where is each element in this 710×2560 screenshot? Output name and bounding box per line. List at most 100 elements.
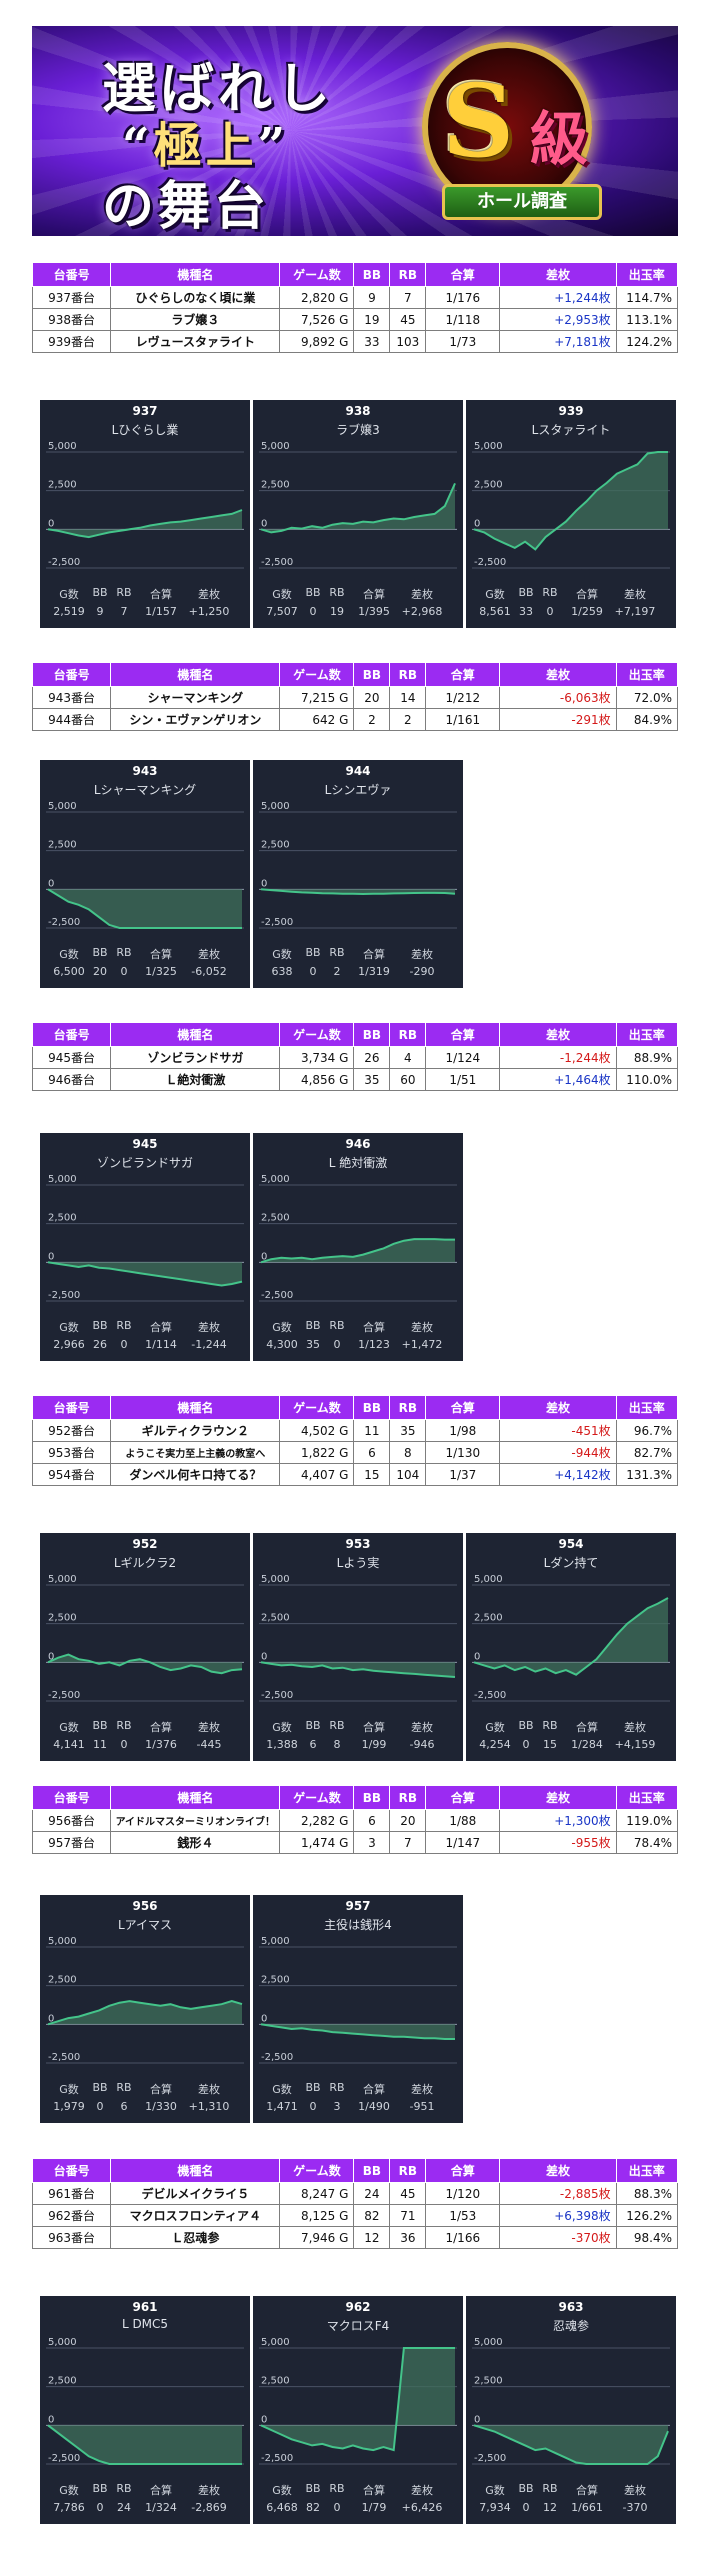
- slump-graph: 5,000 2,500 0 -2,500: [46, 441, 244, 569]
- stat-header: BB: [92, 1719, 108, 1732]
- y-tick-label: 5,000: [261, 801, 290, 812]
- y-tick-label: 0: [48, 518, 54, 529]
- y-tick-label: 5,000: [48, 441, 77, 452]
- stat-header: G数: [59, 2484, 79, 2497]
- cell-no: 939番台: [31, 330, 112, 353]
- stat-rb: 0: [120, 965, 128, 978]
- table-header-cell: 差枚: [499, 2158, 617, 2183]
- stat-header: RB: [329, 586, 345, 599]
- stat-header: BB: [305, 1319, 321, 1332]
- stat-rb: 24: [117, 2501, 131, 2514]
- table-header-row: 台番号 機種名 ゲーム数 BB RB 合算 差枚 出玉率: [31, 662, 679, 687]
- table-header-cell: 合算: [425, 662, 501, 687]
- stat-header: G数: [485, 2484, 505, 2497]
- chart-machine-number: 939: [558, 404, 584, 418]
- stat-header: 合算: [150, 588, 172, 601]
- table-row: 944番台 シン・エヴァンゲリオン 642 G 2 2 1/161 -291枚 84.9%: [31, 708, 679, 731]
- stat-header: 合算: [363, 2484, 385, 2497]
- table-header-cell: 差枚: [499, 1395, 617, 1420]
- cell-games: 7,946 G: [279, 2226, 355, 2249]
- cell-rate: 96.7%: [615, 1419, 679, 1442]
- cell-diff: +1,464枚: [499, 1068, 617, 1091]
- chart-machine-number: 954: [558, 1537, 584, 1551]
- stat-header: BB: [305, 2081, 321, 2094]
- stat-header: 差枚: [198, 1321, 220, 1334]
- y-tick-label: 2,500: [48, 480, 77, 491]
- table-header-cell: ゲーム数: [279, 1022, 355, 1047]
- cell-ratio: 1/161: [425, 708, 501, 731]
- y-tick-label: 0: [48, 2013, 54, 2024]
- table-header-cell: RB: [389, 262, 427, 287]
- stat-header: 差枚: [411, 1721, 433, 1734]
- cell-name: ようこそ実力至上主義の教室へ: [110, 1441, 281, 1464]
- table-header-cell: 機種名: [110, 262, 281, 287]
- y-tick-label: 2,500: [261, 2376, 290, 2387]
- table-header-row: 台番号 機種名 ゲーム数 BB RB 合算 差枚 出玉率: [31, 1022, 679, 1047]
- cell-diff: +4,142枚: [499, 1463, 617, 1486]
- stat-header: 差枚: [624, 588, 646, 601]
- stat-header: 合算: [150, 2083, 172, 2096]
- chart-machine-name: マクロスF4: [326, 2319, 390, 2333]
- y-tick-label: 5,000: [261, 2337, 290, 2348]
- cell-no: 944番台: [31, 708, 112, 731]
- y-tick-label: -2,500: [261, 2052, 293, 2063]
- stat-ratio: 1/490: [358, 2100, 390, 2113]
- table-row: 962番台 マクロスフロンティア４ 8,125 G 82 71 1/53 +6,398枚 12…: [31, 2204, 679, 2227]
- cell-bb: 20: [353, 686, 391, 709]
- stat-header: 合算: [150, 1321, 172, 1334]
- badge-ribbon: ホール調査: [442, 184, 602, 220]
- chart-stats: G数 BB RB 合算 差枚 6,468 82 0 1/79 +6,426: [263, 2482, 459, 2514]
- stats-header-row: G数 BB RB 合算 差枚: [50, 2081, 246, 2097]
- stats-value-row: 7,786 0 24 1/324 -2,869: [50, 2501, 246, 2514]
- y-tick-label: 5,000: [48, 1574, 77, 1585]
- slump-graph: 5,000 2,500 0 -2,500: [46, 1936, 244, 2064]
- table-header-cell: 台番号: [31, 1785, 112, 1810]
- stat-header: 合算: [576, 1721, 598, 1734]
- table-header-cell: 差枚: [499, 1785, 617, 1810]
- cell-ratio: 1/166: [425, 2226, 501, 2249]
- stat-rb: 19: [330, 605, 344, 618]
- chart-machine-name: 忍魂参: [552, 2319, 589, 2333]
- slump-area: [261, 2024, 455, 2039]
- stat-header: BB: [92, 2482, 108, 2495]
- stats-header-row: G数 BB RB 合算 差枚: [476, 586, 672, 602]
- slump-line: [47, 1261, 243, 1287]
- slump-chart-card: 954 Lダン持て 5,000 2,500 0 -2,500 G数 BB RB 合算 差枚 4,254…: [466, 1533, 676, 1761]
- slump-chart-card: 961 L DMC5 5,000 2,500 0 -2,500 G数 BB RB 合算 差枚 7,78…: [40, 2296, 250, 2524]
- chart-stats: G数 BB RB 合算 差枚 4,254 0 15 1/284 +4,159: [476, 1719, 672, 1751]
- y-tick-label: 0: [48, 2414, 54, 2425]
- machine-table: 台番号 機種名 ゲーム数 BB RB 合算 差枚 出玉率 956番台 アイドルマスターミリオンライ…: [31, 1785, 679, 1854]
- slump-area: [48, 510, 242, 538]
- stat-header: 差枚: [411, 2484, 433, 2497]
- stats-header-row: G数 BB RB 合算 差枚: [476, 1719, 672, 1735]
- y-tick-label: 0: [261, 518, 267, 529]
- stat-header: RB: [542, 586, 558, 599]
- stat-ratio: 1/324: [145, 2501, 177, 2514]
- cell-rb: 71: [389, 2204, 427, 2227]
- cell-rb: 36: [389, 2226, 427, 2249]
- cell-rb: 35: [389, 1419, 427, 1442]
- table-header-cell: 合算: [425, 2158, 501, 2183]
- table-header-cell: 出玉率: [615, 262, 679, 287]
- cell-rate: 131.3%: [615, 1463, 679, 1486]
- stats-value-row: 638 0 2 1/319 -290: [263, 965, 459, 978]
- y-tick-label: 2,500: [48, 1213, 77, 1224]
- stat-header: RB: [116, 1319, 132, 1332]
- stat-bb: 20: [93, 965, 107, 978]
- stat-header: 差枚: [198, 2083, 220, 2096]
- slump-graph: 5,000 2,500 0 -2,500: [259, 1174, 457, 1302]
- slump-graph: 5,000 2,500 0 -2,500: [472, 1574, 670, 1702]
- stat-g: 1,471: [266, 2100, 298, 2113]
- table-header-cell: 機種名: [110, 1395, 281, 1420]
- stats-header-row: G数 BB RB 合算 差枚: [50, 1319, 246, 1335]
- stat-bb: 82: [306, 2501, 320, 2514]
- table-row: 953番台 ようこそ実力至上主義の教室へ 1,822 G 6 8 1/130 -944枚 82…: [31, 1441, 679, 1464]
- stats-header-row: G数 BB RB 合算 差枚: [476, 2482, 672, 2498]
- cell-no: 952番台: [31, 1419, 112, 1442]
- stat-header: G数: [59, 948, 79, 961]
- table-row: 946番台 Ｌ絶対衝激 4,856 G 35 60 1/51 +1,464枚 110.0%: [31, 1068, 679, 1091]
- cell-rb: 104: [389, 1463, 427, 1486]
- slump-line: [260, 2347, 455, 2452]
- chart-stats: G数 BB RB 合算 差枚 6,500 20 0 1/325 -6,052: [50, 946, 246, 978]
- cell-rb: 2: [389, 708, 427, 731]
